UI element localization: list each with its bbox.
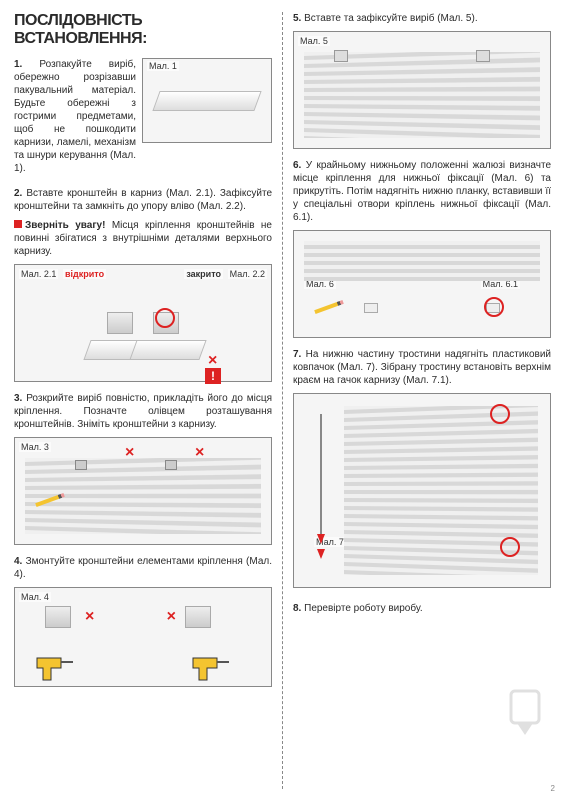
step-7-num: 7. [293, 349, 301, 360]
step-3-text: 3. Розкрийте виріб повністю, прикладіть … [14, 392, 272, 431]
step-4-text: 4. Змонтуйте кронштейни елементами кріпл… [14, 555, 272, 581]
step-6-text: 6. У крайньому нижньому положенні жалюзі… [293, 159, 551, 224]
red-circle-icon [500, 537, 520, 557]
blinds-icon [304, 52, 540, 138]
bracket-icon [185, 606, 211, 628]
figure-6-illustration [294, 231, 550, 337]
red-circle-icon [155, 308, 175, 328]
rail-icon [129, 340, 206, 360]
step-5-num: 5. [293, 13, 301, 24]
step-8-text: 8. Перевірте роботу виробу. [293, 602, 551, 615]
step-2-text: 2. Вставте кронштейн в карниз (Мал. 2.1)… [14, 187, 272, 213]
figure-4-illustration: × × [15, 588, 271, 686]
step-7-text: 7. На нижню частину тростини надягніть п… [293, 348, 551, 387]
bracket-icon [107, 312, 133, 334]
step-8-num: 8. [293, 603, 301, 614]
bracket-icon [45, 606, 71, 628]
red-x-icon: × [125, 444, 134, 462]
step-4-num: 4. [14, 556, 22, 567]
step-1: 1. Розпакуйте виріб, обережно розрізавши… [14, 58, 272, 181]
step-8-body: Перевірте роботу виробу. [304, 603, 423, 614]
step-2-body: Вставте кронштейн в карниз (Мал. 2.1). З… [14, 188, 272, 212]
step-6-num: 6. [293, 160, 301, 171]
figure-1-illustration [143, 59, 271, 142]
clip-icon [364, 303, 378, 313]
watermark-icon [505, 689, 545, 739]
alert-icon: ! [205, 368, 221, 384]
red-x-icon: × [85, 608, 94, 626]
step-1-body: Розпакуйте виріб, обережно розрізавши па… [14, 59, 136, 174]
drill-icon [191, 654, 231, 682]
red-circle-icon [484, 297, 504, 317]
step-4-body: Змонтуйте кронштейни елементами кріпленн… [14, 556, 272, 580]
drill-icon [35, 654, 75, 682]
red-x-icon: × [167, 608, 176, 626]
figure-2: Мал. 2.1 Мал. 2.2 відкрито закрито × ! [14, 264, 272, 382]
step-2-num: 2. [14, 188, 22, 199]
step-6-body: У крайньому нижньому положенні жалюзі ви… [293, 160, 551, 223]
figure-6: Мал. 6 Мал. 6.1 [293, 230, 551, 338]
figure-2-illustration: × ! [15, 265, 271, 381]
page: ПОСЛІДОВНІСТЬ ВСТАНОВЛЕННЯ: 1. Розпакуйт… [0, 0, 565, 799]
cord-tip-icon [317, 549, 325, 559]
bracket-icon [165, 460, 177, 470]
blinds-icon [304, 241, 540, 281]
step-3-num: 3. [14, 393, 22, 404]
figure-3: Мал. 3 × × [14, 437, 272, 545]
figure-7: Мал. 7 Мал. 7.1 [293, 393, 551, 588]
figure-5-illustration [294, 32, 550, 148]
figure-3-illustration: × × [15, 438, 271, 544]
page-title: ПОСЛІДОВНІСТЬ ВСТАНОВЛЕННЯ: [14, 12, 272, 48]
page-number: 2 [551, 784, 555, 793]
figure-5: Мал. 5 [293, 31, 551, 149]
step-3-body: Розкрийте виріб повністю, прикладіть йог… [14, 393, 272, 430]
bracket-icon [334, 50, 348, 62]
red-circle-icon [490, 404, 510, 424]
step-2-warning: Зверніть увагу! Місця кріплення кронштей… [14, 219, 272, 258]
left-column: ПОСЛІДОВНІСТЬ ВСТАНОВЛЕННЯ: 1. Розпакуйт… [14, 12, 282, 789]
step-5-body: Вставте та зафіксуйте виріб (Мал. 5). [304, 13, 477, 24]
step-5-text: 5. Вставте та зафіксуйте виріб (Мал. 5). [293, 12, 551, 25]
step-1-text: 1. Розпакуйте виріб, обережно розрізавши… [14, 58, 136, 175]
warning-icon [14, 220, 22, 228]
bracket-icon [476, 50, 490, 62]
step-1-num: 1. [14, 59, 22, 70]
red-x-icon: × [195, 444, 204, 462]
figure-7-illustration [294, 394, 550, 587]
figure-4: Мал. 4 × × [14, 587, 272, 687]
figure-1: Мал. 1 [142, 58, 272, 143]
pencil-icon [314, 300, 344, 314]
step-7-body: На нижню частину тростини надягніть плас… [293, 349, 551, 386]
warning-label: Зверніть увагу! [25, 220, 105, 231]
cord-icon [320, 414, 322, 534]
cord-tip-icon [317, 534, 325, 544]
rail-icon [152, 91, 262, 111]
right-column: 5. Вставте та зафіксуйте виріб (Мал. 5).… [283, 12, 551, 789]
bracket-icon [75, 460, 87, 470]
